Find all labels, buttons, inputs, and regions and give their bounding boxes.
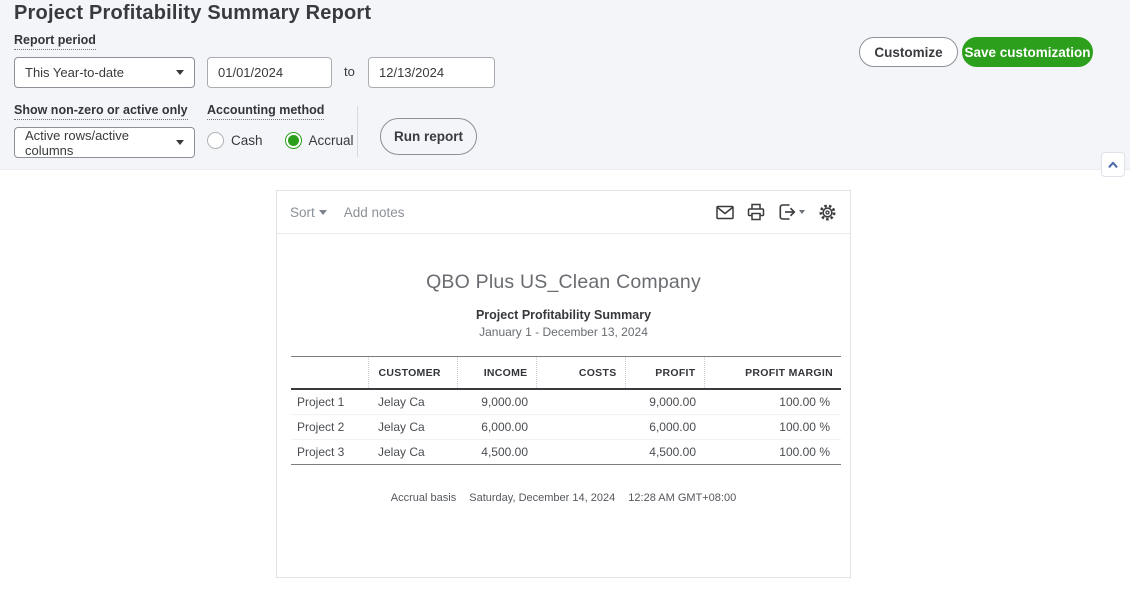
show-rows-label: Show non-zero or active only (14, 103, 188, 120)
customize-button[interactable]: Customize (859, 37, 958, 67)
accounting-basis: Accrual basis (390, 492, 457, 504)
page-title: Project Profitability Summary Report (14, 2, 372, 24)
export-button[interactable] (778, 203, 805, 221)
email-icon (716, 205, 734, 219)
col-income: INCOME (456, 356, 536, 390)
run-report-button[interactable]: Run report (380, 118, 477, 155)
income-cell[interactable]: 6,000.00 (457, 414, 536, 440)
customer-cell[interactable]: Jelay Ca (368, 439, 457, 465)
col-profit-margin: PROFIT MARGIN (703, 356, 841, 390)
col-customer: CUSTOMER (367, 356, 457, 390)
save-customization-button[interactable]: Save customization (962, 37, 1093, 67)
settings-button[interactable] (818, 203, 837, 222)
collapse-header-button[interactable] (1101, 152, 1125, 177)
add-notes-link[interactable]: Add notes (343, 204, 405, 220)
chevron-down-icon (176, 140, 184, 145)
report-time: 12:28 AM GMT+08:00 (628, 492, 737, 504)
costs-cell (536, 414, 625, 440)
to-label: to (344, 64, 355, 79)
chevron-down-icon (799, 210, 805, 214)
accounting-method-label: Accounting method (207, 103, 325, 120)
radio-accrual[interactable] (284, 132, 302, 149)
margin-cell: 100.00 % (704, 414, 841, 440)
email-button[interactable] (716, 205, 734, 220)
sort-menu[interactable]: Sort (290, 205, 327, 220)
report-toolbar: Sort Add notes (277, 191, 850, 234)
profit-cell[interactable]: 9,000.00 (625, 389, 704, 415)
settings-gear-icon (819, 204, 836, 220)
col-blank (291, 356, 368, 390)
report-table: CUSTOMER INCOME COSTS PROFIT PROFIT MARG… (291, 356, 841, 465)
income-cell[interactable]: 4,500.00 (457, 439, 536, 465)
table-row: Project 1 Jelay Ca 9,000.00 9,000.00 100… (291, 389, 841, 415)
project-name[interactable]: Project 3 (291, 439, 368, 465)
report-date-range: January 1 - December 13, 2024 (479, 325, 648, 339)
report-card: Sort Add notes (276, 190, 851, 578)
accounting-method-group: Cash Accrual (207, 132, 354, 149)
project-name[interactable]: Project 1 (291, 389, 368, 415)
margin-cell: 100.00 % (704, 439, 841, 465)
report-footer: Accrual basis Saturday, December 14, 202… (277, 492, 850, 504)
project-name[interactable]: Project 2 (291, 414, 368, 440)
chevron-down-icon (318, 209, 327, 215)
col-costs: COSTS (535, 356, 625, 390)
export-icon (779, 204, 796, 220)
show-rows-select[interactable]: Active rows/active columns (14, 127, 195, 158)
report-date: Saturday, December 14, 2024 (469, 492, 616, 504)
print-button[interactable] (747, 203, 765, 221)
col-profit: PROFIT (624, 356, 704, 390)
costs-cell (536, 439, 625, 465)
radio-cash-label: Cash (231, 133, 263, 148)
costs-cell (536, 389, 625, 415)
report-period-select[interactable]: This Year-to-date (14, 57, 195, 88)
profit-cell[interactable]: 4,500.00 (625, 439, 704, 465)
report-period-label: Report period (14, 33, 96, 50)
date-from-input[interactable] (207, 57, 332, 88)
radio-accrual-label: Accrual (308, 133, 354, 148)
income-cell[interactable]: 9,000.00 (457, 389, 536, 415)
report-title: Project Profitability Summary (475, 308, 652, 322)
show-rows-value: Active rows/active columns (25, 127, 130, 158)
print-icon (747, 203, 765, 221)
toolbar-icons (716, 203, 837, 222)
table-row: Project 2 Jelay Ca 6,000.00 6,000.00 100… (291, 414, 841, 440)
table-header-row: CUSTOMER INCOME COSTS PROFIT PROFIT MARG… (291, 356, 841, 390)
chevron-down-icon (176, 70, 184, 75)
profit-cell[interactable]: 6,000.00 (625, 414, 704, 440)
customer-cell[interactable]: Jelay Ca (368, 389, 457, 415)
date-to-input[interactable] (368, 57, 495, 88)
divider (357, 106, 358, 157)
chevron-up-icon (1108, 161, 1118, 168)
customer-cell[interactable]: Jelay Ca (368, 414, 457, 440)
radio-cash[interactable] (207, 132, 224, 149)
report-heading: QBO Plus US_Clean Company Project Profit… (277, 271, 850, 339)
report-period-value: This Year-to-date (25, 65, 125, 80)
company-name: QBO Plus US_Clean Company (426, 271, 701, 293)
filter-header: Project Profitability Summary Report Rep… (0, 0, 1130, 170)
margin-cell: 100.00 % (704, 389, 841, 415)
table-row: Project 3 Jelay Ca 4,500.00 4,500.00 100… (291, 439, 841, 465)
